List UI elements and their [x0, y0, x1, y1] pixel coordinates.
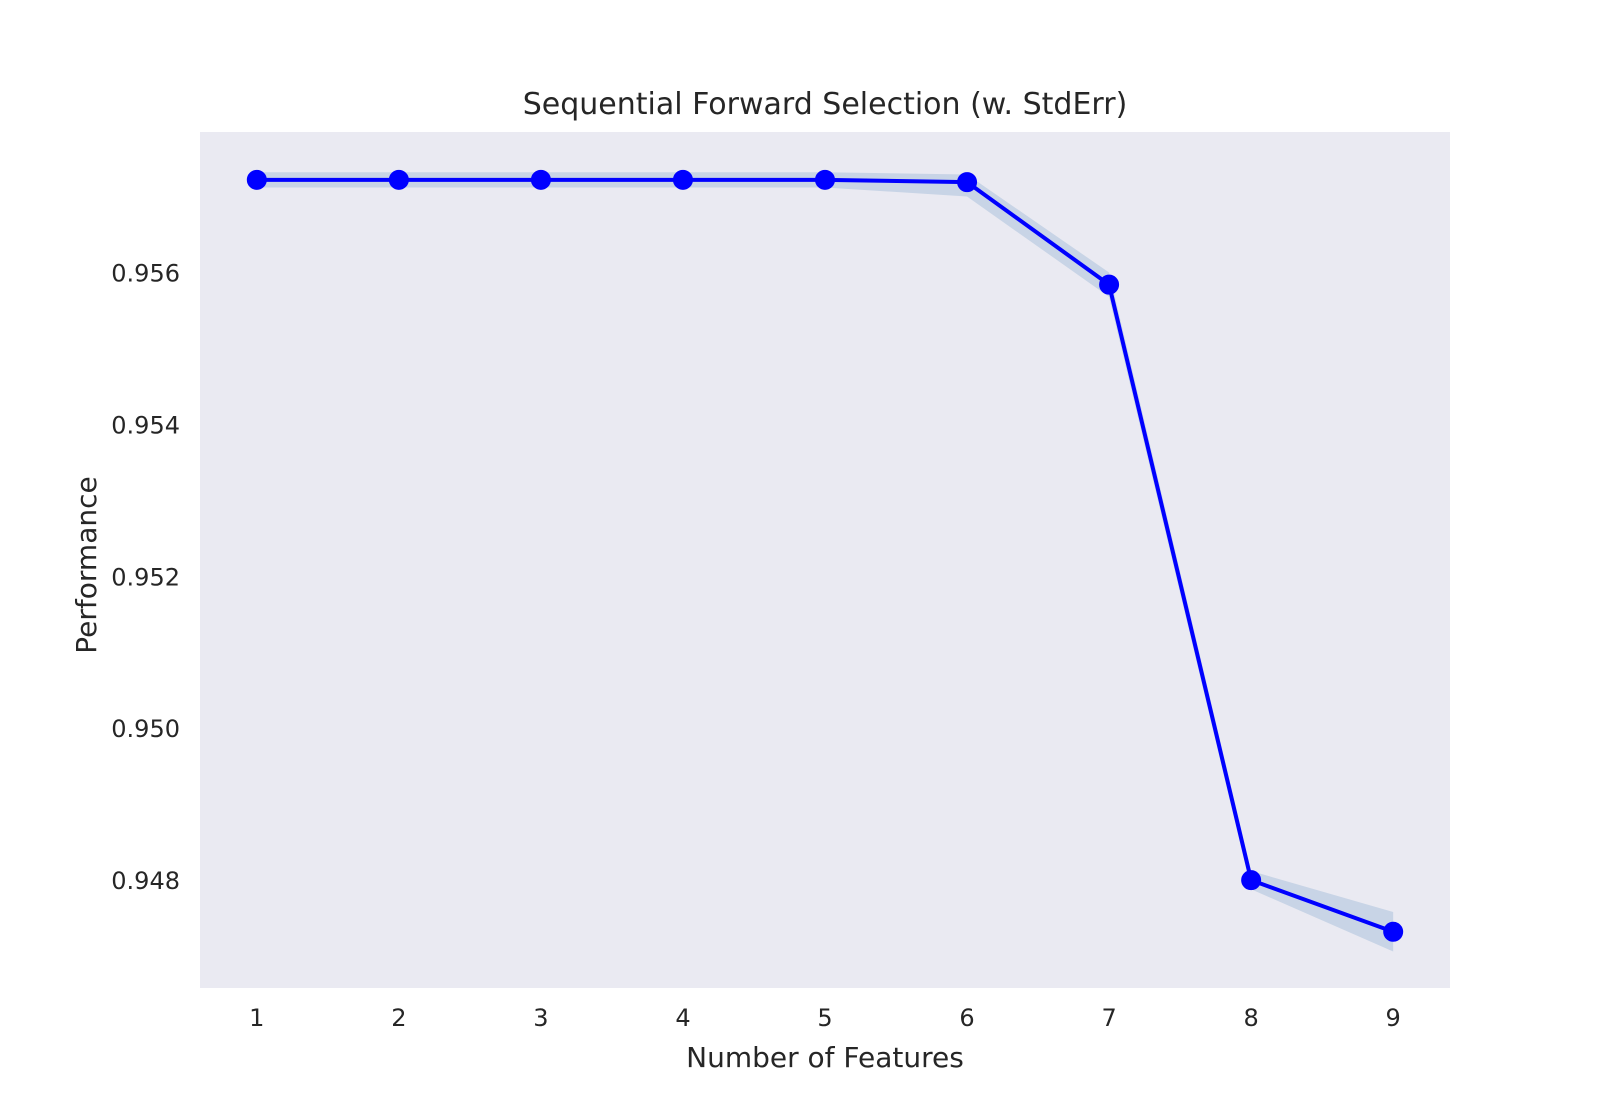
x-tick-label: 8 [1243, 1004, 1258, 1032]
x-tick-label: 1 [249, 1004, 264, 1032]
x-axis-label: Number of Features [686, 1041, 964, 1074]
data-point [388, 169, 409, 190]
y-tick-label: 0.954 [111, 411, 180, 439]
x-tick-label: 3 [533, 1004, 548, 1032]
x-tick-label: 9 [1386, 1004, 1401, 1032]
data-point-layer [246, 169, 1404, 942]
y-axis-label: Performance [70, 476, 103, 653]
y-tick-label: 0.952 [111, 563, 180, 591]
x-tick-label: 4 [675, 1004, 690, 1032]
y-tick-label: 0.948 [111, 867, 180, 895]
y-tick-label: 0.956 [111, 260, 180, 288]
data-point [1099, 274, 1120, 295]
data-point [246, 169, 267, 190]
data-point [957, 172, 978, 193]
x-tick-label: 5 [817, 1004, 832, 1032]
data-point [672, 169, 693, 190]
y-tick-labels: 0.948 0.950 0.952 0.954 0.956 [111, 260, 180, 896]
data-point [1241, 870, 1262, 891]
data-point [530, 169, 551, 190]
data-point [815, 169, 835, 190]
x-tick-labels: 1 2 3 4 5 6 7 8 9 [249, 1004, 1401, 1032]
x-tick-label: 6 [959, 1004, 974, 1032]
x-tick-label: 2 [391, 1004, 406, 1032]
data-point [1383, 921, 1404, 942]
chart-title: Sequential Forward Selection (w. StdErr) [523, 87, 1128, 122]
y-tick-label: 0.950 [111, 715, 180, 743]
plot-area [200, 132, 1450, 988]
x-tick-label: 7 [1101, 1004, 1116, 1032]
